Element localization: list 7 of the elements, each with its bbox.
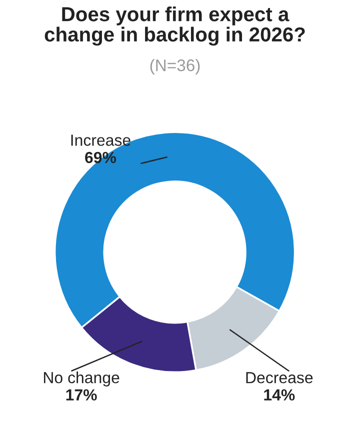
data-label: 14% <box>264 389 295 401</box>
slice-label: Increase <box>71 134 130 146</box>
chart-title: Does your firm expect a change in backlog in 2026? <box>44 6 305 46</box>
chart-subtitle: (N=36) <box>150 58 200 75</box>
data-label: 17% <box>66 389 97 401</box>
slice-label: Decrease <box>246 372 313 384</box>
slice-label: No change <box>44 372 120 386</box>
